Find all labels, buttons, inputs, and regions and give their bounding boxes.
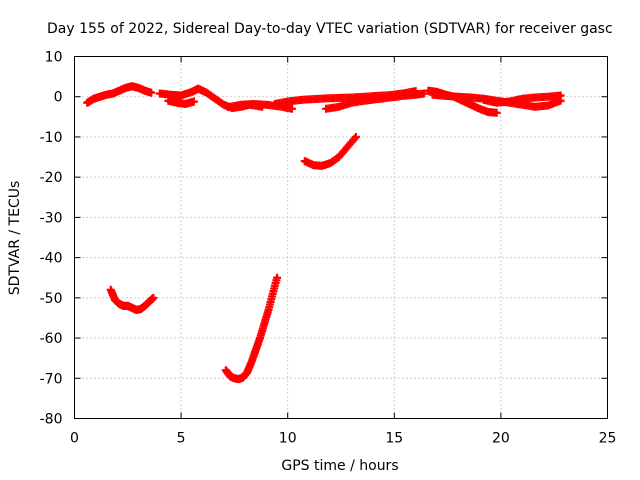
data-point	[147, 88, 156, 97]
series-arc-11	[106, 285, 158, 314]
y-axis: 10 0 -10 -20 -30 -40 -50 -60 -70 -80	[40, 50, 608, 428]
y-tick-label: -40	[40, 251, 63, 267]
data-point	[492, 108, 501, 117]
series-arc-6	[322, 89, 429, 113]
y-tick-label: -60	[40, 331, 63, 347]
x-tick-label: 25	[599, 431, 617, 447]
series-arc-12	[221, 273, 282, 384]
y-tick-label: -10	[40, 130, 63, 146]
chart-title: Day 155 of 2022, Sidereal Day-to-day VTE…	[47, 21, 613, 37]
x-tick-label: 10	[279, 431, 297, 447]
y-tick-label: -20	[40, 170, 63, 186]
y-tick-label: -50	[40, 291, 63, 307]
plot-frame	[74, 56, 608, 419]
series-arc-7	[300, 132, 360, 170]
data-point	[351, 132, 360, 141]
data-point	[420, 89, 429, 98]
data-points	[83, 82, 565, 384]
series-arc-10	[479, 91, 565, 107]
x-axis-label: GPS time / hours	[281, 458, 398, 474]
grid-lines	[74, 56, 608, 419]
y-tick-label: -80	[40, 412, 63, 428]
x-tick-label: 5	[177, 431, 186, 447]
x-tick-label: 0	[70, 431, 79, 447]
y-axis-label: SDTVAR / TECUs	[7, 181, 23, 296]
data-point	[556, 91, 565, 100]
series-arc-3	[164, 96, 198, 108]
y-tick-label: -30	[40, 210, 63, 226]
data-point	[149, 293, 158, 302]
x-axis: 0 5 10 15 20 25	[70, 56, 617, 447]
x-tick-label: 15	[385, 431, 403, 447]
x-tick-label: 20	[492, 431, 510, 447]
data-point	[287, 104, 296, 113]
y-tick-label: 0	[54, 90, 63, 106]
series-arc-1	[83, 82, 156, 107]
y-tick-label: 10	[45, 50, 63, 66]
data-point	[273, 273, 282, 282]
data-point	[189, 97, 198, 106]
y-tick-label: -70	[40, 371, 63, 387]
